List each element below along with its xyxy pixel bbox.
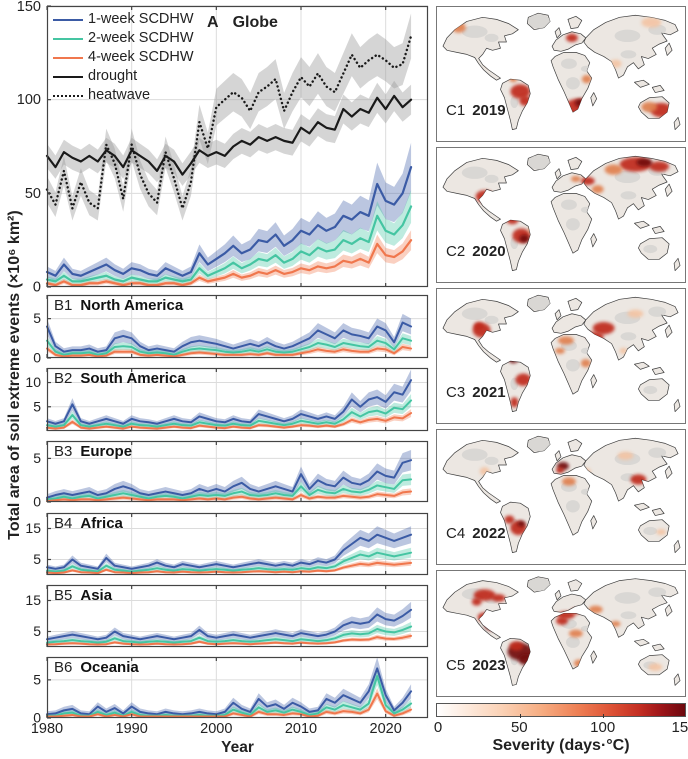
panel-b2-region: South America (80, 370, 186, 387)
panel-b1-code: B1 (54, 297, 73, 314)
panel-b5-region: Asia (80, 587, 113, 604)
svg-text:10: 10 (25, 374, 41, 390)
panel-b3-europe-chart: 0 5 B3 Europe (33, 440, 429, 510)
svg-text:5: 5 (33, 551, 41, 567)
svg-text:5: 5 (33, 450, 41, 466)
legend-label-2week: 2-week SCDHW (88, 30, 194, 46)
panel-b5-code: B5 (54, 587, 73, 604)
svg-text:5: 5 (33, 671, 41, 687)
svg-text:15: 15 (25, 592, 41, 608)
svg-text:5: 5 (33, 310, 41, 326)
map-c3-code: C3 (446, 384, 466, 401)
panel-b3-region: Europe (80, 443, 133, 460)
panel-a-globe-chart: 0 50 100 150 A Globe 1-week SCDHW 2-week SCD… (17, 0, 429, 296)
colorbar-tick-100 (602, 714, 605, 718)
x-tick-2020: 2020 (369, 721, 402, 737)
map-c5-2023: C5 2023 (436, 570, 686, 697)
colorbar-tick-label-50: 50 (510, 719, 528, 736)
legend-item-heatwave: heatwave (53, 86, 194, 105)
panel-b2-south-america-chart: 5 10 B2 South America (25, 367, 429, 432)
x-axis-label: Year (221, 739, 254, 756)
colorbar-tick-label-0: 0 (433, 719, 443, 736)
map-c1-label: C1 2019 (446, 102, 506, 119)
panel-b3-code: B3 (54, 443, 73, 460)
map-c4-2022: C4 2022 (436, 429, 686, 565)
panel-b4-region: Africa (80, 515, 123, 532)
map-c2-2020: C2 2020 (436, 147, 686, 283)
colorbar-tick-50 (519, 714, 521, 718)
legend-item-4week: 4-week SCDHW (53, 48, 194, 67)
map-c5-code: C5 (446, 657, 466, 674)
x-tick-2010: 2010 (284, 721, 318, 737)
svg-text:0: 0 (33, 710, 41, 726)
panel-b6-region: Oceania (80, 659, 139, 676)
panel-b5-asia-chart: 5 15 B5 Asia (25, 584, 429, 648)
panel-b6-code: B6 (54, 659, 73, 676)
panel-b4-code: B4 (54, 515, 73, 532)
map-c2-year: 2020 (472, 243, 506, 260)
x-tick-1990: 1990 (115, 721, 148, 737)
y-axis-label: Total area of soil extreme events (×10⁶ … (6, 210, 23, 540)
map-c3-year: 2021 (472, 384, 506, 401)
legend-line-sample-heatwave (53, 94, 83, 97)
panel-b1-region: North America (80, 297, 184, 314)
legend-item-drought: drought (53, 67, 194, 86)
map-c5-year: 2023 (472, 657, 506, 674)
map-c3-label: C3 2021 (446, 384, 506, 401)
map-c3-2021: C3 2021 (436, 288, 686, 424)
panel-b4-africa-chart: 5 15 B4 Africa (25, 512, 429, 576)
svg-text:5: 5 (33, 398, 41, 414)
legend: 1-week SCDHW 2-week SCDHW 4-week SCDHW d… (53, 10, 194, 105)
map-c1-year: 2019 (472, 102, 506, 119)
panel-a-title: A Globe (207, 14, 278, 32)
panel-a-region: Globe (232, 14, 278, 31)
map-c1-code: C1 (446, 102, 466, 119)
svg-text:100: 100 (17, 92, 41, 108)
colorbar-label: Severity (days·°C) (492, 737, 630, 754)
map-c2-label: C2 2020 (446, 243, 506, 260)
svg-text:50: 50 (25, 186, 41, 202)
panel-b1-label: B1 North America (54, 297, 183, 314)
map-c5-label: C5 2023 (446, 657, 506, 674)
svg-text:0: 0 (33, 350, 41, 366)
x-tick-2000: 2000 (200, 721, 233, 737)
colorbar-tick-label-100: 100 (590, 719, 616, 736)
map-c4-label: C4 2022 (446, 525, 506, 542)
panel-b2-label: B2 South America (54, 370, 186, 387)
panel-b6-label: B6 Oceania (54, 659, 139, 676)
map-c1-2019: C1 2019 (436, 6, 686, 142)
svg-text:0: 0 (33, 280, 41, 296)
legend-line-sample-1week (53, 18, 83, 21)
legend-label-4week: 4-week SCDHW (88, 49, 194, 65)
panel-b5-label: B5 Asia (54, 587, 112, 604)
legend-line-sample-drought (53, 75, 83, 78)
svg-text:150: 150 (17, 0, 41, 15)
panel-b4-label: B4 Africa (54, 515, 123, 532)
panel-b6-oceania-chart: 0 5 B6 Oceania (33, 656, 429, 726)
x-tick-1980: 1980 (30, 721, 64, 737)
svg-text:0: 0 (33, 494, 41, 510)
legend-label-drought: drought (88, 68, 138, 84)
panel-b2-code: B2 (54, 370, 73, 387)
legend-label-1week: 1-week SCDHW (88, 11, 194, 27)
svg-text:5: 5 (33, 623, 41, 639)
panel-b3-label: B3 Europe (54, 443, 132, 460)
x-axis-tick-labels: 1980 1990 2000 2010 2020 (31, 721, 428, 738)
svg-text:15: 15 (25, 520, 41, 536)
legend-item-1week: 1-week SCDHW (53, 10, 194, 29)
map-c4-year: 2022 (472, 525, 506, 542)
severity-colorbar (436, 703, 686, 718)
map-c2-code: C2 (446, 243, 466, 260)
legend-line-sample-4week (53, 56, 83, 59)
map-c4-code: C4 (446, 525, 466, 542)
legend-label-heatwave: heatwave (88, 87, 151, 103)
panel-b1-north-america-chart: 0 5 B1 North America (33, 294, 429, 366)
legend-item-2week: 2-week SCDHW (53, 29, 194, 48)
legend-line-sample-2week (53, 37, 83, 40)
panel-a-code: A (207, 14, 219, 31)
colorbar-tick-label-150: 150 (671, 719, 688, 736)
